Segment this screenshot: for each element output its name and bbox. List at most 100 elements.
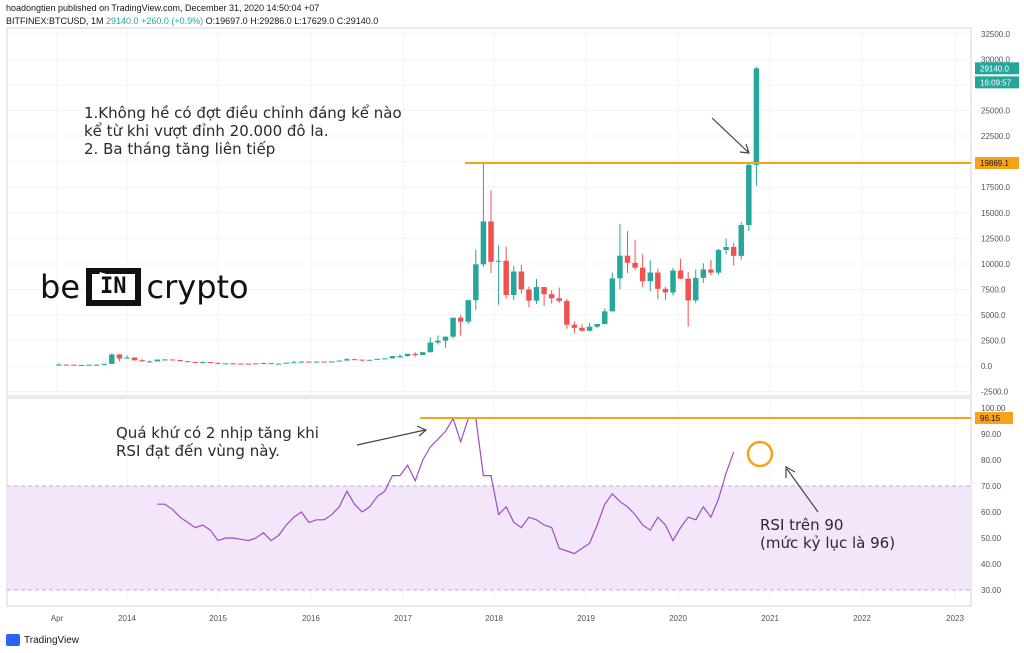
candle-body xyxy=(662,288,669,293)
tradingview-brand[interactable]: TradingView xyxy=(6,634,79,646)
time-tick-label: 2023 xyxy=(946,614,964,623)
price-tick-label: 2500.0 xyxy=(981,336,1006,345)
price-tick-label: -2500.0 xyxy=(981,388,1009,397)
annotation-top-line1: 1.Không hề có đợt điều chỉnh đáng kể nào xyxy=(84,104,402,122)
price-tick-label: 0.0 xyxy=(981,362,993,371)
level-lines xyxy=(420,162,971,420)
candle-body xyxy=(260,363,267,365)
candle-body xyxy=(71,364,77,366)
candle-body xyxy=(374,358,380,360)
tradingview-label: TradingView xyxy=(24,634,80,646)
arrow-head xyxy=(785,465,796,478)
candle-body xyxy=(147,361,153,363)
candle-body xyxy=(382,358,388,360)
candle-body xyxy=(116,354,123,359)
ohlc-values: O:19697.0 H:29286.0 L:17629.0 C:29140.0 xyxy=(205,16,379,26)
publisher-line: hoadongtien published on TradingView.com… xyxy=(6,3,320,13)
candle-body xyxy=(169,359,176,361)
price-pane[interactable] xyxy=(6,27,972,397)
price-tick-label: 7500.0 xyxy=(981,285,1006,294)
logo-right: crypto xyxy=(146,268,249,306)
candle-body xyxy=(124,357,130,359)
rsi-value-tag: 96.15 xyxy=(980,414,1001,423)
candle-body xyxy=(427,342,434,353)
candle-body xyxy=(366,359,373,361)
time-tick-label: 2019 xyxy=(577,614,595,623)
price-tick-label: 25000.0 xyxy=(981,107,1010,116)
candle-body xyxy=(313,361,320,363)
tradingview-icon xyxy=(6,634,20,646)
candle-body xyxy=(639,267,646,282)
candle-body xyxy=(177,359,183,362)
candle-body xyxy=(518,271,525,290)
candle-body xyxy=(753,68,760,165)
candle-body xyxy=(730,246,737,256)
candle-body xyxy=(101,363,107,365)
candle-body xyxy=(465,300,471,322)
rsi-band-fill xyxy=(7,486,971,590)
rsi-tick-label: 90.00 xyxy=(981,430,1002,439)
price-tick-label: 15000.0 xyxy=(981,209,1010,218)
candle-body xyxy=(336,360,343,362)
beincrypto-logo: be IN crypto xyxy=(40,268,249,306)
candle-body xyxy=(495,260,502,262)
price-tick-label: 17500.0 xyxy=(981,183,1010,192)
candle-body xyxy=(404,353,411,357)
candle-body xyxy=(677,270,684,279)
candle-body xyxy=(488,221,494,262)
candle-body xyxy=(609,278,616,312)
candle-body xyxy=(541,287,547,295)
candle-body xyxy=(602,311,608,325)
annotation-top: 1.Không hề có đợt điều chỉnh đáng kể nào… xyxy=(84,104,402,158)
candle-body xyxy=(238,363,244,365)
candle-body xyxy=(746,164,752,226)
arrow-head xyxy=(416,425,428,437)
candle-body xyxy=(685,278,691,301)
candle-body xyxy=(632,262,638,268)
rsi-line xyxy=(157,416,735,555)
price-change: +260.0 (+0.9%) xyxy=(141,16,204,26)
candle-body xyxy=(283,362,289,364)
candle-body xyxy=(321,361,327,363)
time-tick-label: 2014 xyxy=(118,614,136,623)
candle-body xyxy=(480,221,487,265)
rsi-highlight-circle xyxy=(746,440,774,468)
symbol-name: BITFINEX:BTCUSD, 1M xyxy=(6,16,104,26)
time-tick-label: 2015 xyxy=(209,614,227,623)
rsi-tick-label: 40.00 xyxy=(981,560,1002,569)
candle-body xyxy=(207,362,214,364)
candle-body xyxy=(723,246,729,251)
rsi-tick-label: 80.00 xyxy=(981,456,1002,465)
candle-body xyxy=(715,250,722,273)
candle-body xyxy=(109,354,115,364)
candle-body xyxy=(450,317,456,337)
candle-body xyxy=(708,269,714,273)
arrow-to-breakout xyxy=(711,117,749,153)
annotation-rsi-left-line1: Quá khứ có 2 nhịp tăng khi xyxy=(116,424,319,442)
rsi-tick-label: 100.00 xyxy=(981,404,1006,413)
rsi-tick-label: 50.00 xyxy=(981,534,1002,543)
candle-body xyxy=(397,356,403,358)
candle-body xyxy=(344,359,350,361)
annotation-rsi-right-line1: RSI trên 90 xyxy=(760,516,844,534)
time-tick-label: 2018 xyxy=(485,614,503,623)
rsi-axis: 30.00 40.00 50.00 60.00 70.00 80.00 90.00 100.0… xyxy=(975,404,1013,595)
candle-body xyxy=(139,360,145,362)
level-tag-bg xyxy=(975,157,1019,170)
candle-body xyxy=(329,361,335,363)
time-tick-label: 2021 xyxy=(761,614,779,623)
annotation-top-line3: 2. Ba tháng tăng liên tiếp xyxy=(84,140,276,158)
candle-body xyxy=(253,363,259,365)
arrow-to-rsi-peak xyxy=(356,429,426,446)
price-tick-label: 30000.0 xyxy=(981,56,1010,65)
candle-body xyxy=(594,324,600,327)
rsi-tick-label: 70.00 xyxy=(981,482,1002,491)
candle-body xyxy=(56,364,62,366)
candle-body xyxy=(617,255,623,279)
candle-body xyxy=(556,298,562,301)
candle-body xyxy=(389,356,396,359)
candle-body xyxy=(564,300,570,325)
countdown-tag-bg xyxy=(975,76,1019,89)
annotation-rsi-right-line2: (mức kỷ lục là 96) xyxy=(760,534,896,552)
